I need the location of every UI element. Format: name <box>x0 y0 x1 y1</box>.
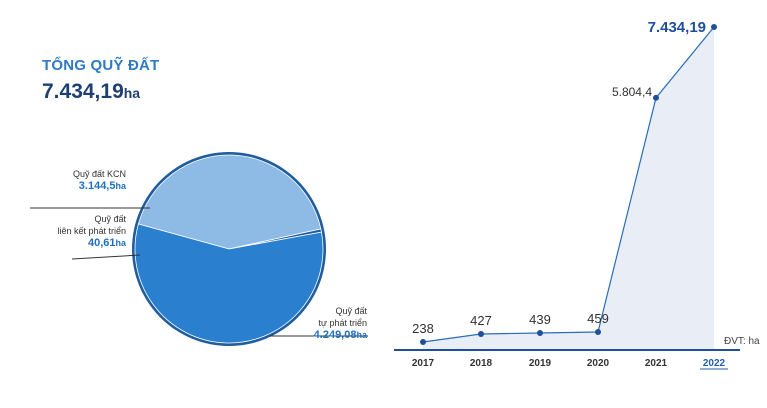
pie-label-value-unit: ha <box>115 238 126 248</box>
pie-leader-line-1 <box>71 254 141 260</box>
pie-label-name-line: Quỹ đất <box>94 214 126 224</box>
x-tick-2021: 2021 <box>645 358 668 369</box>
data-label-2020: 459 <box>587 311 609 326</box>
pie-label-value: 4.249,08ha <box>314 329 367 341</box>
pie-label-value-number: 40,61 <box>87 237 116 249</box>
total-number: 7.434,19 <box>42 80 124 103</box>
data-label-2018: 427 <box>470 313 492 328</box>
data-point-2021 <box>653 94 659 101</box>
total-value: 7.434,19ha <box>42 80 140 104</box>
data-label-2017: 238 <box>412 321 434 336</box>
pie-slice-2 <box>134 223 324 344</box>
x-tick-2017: 2017 <box>412 358 435 369</box>
pie-label-2: Quỹ đất tự phát triển 4.249,08ha <box>314 305 367 341</box>
pie-label-value-number: 4.249,08 <box>313 329 357 341</box>
x-tick-2020: 2020 <box>587 358 610 369</box>
pie-slice-0 <box>137 154 322 250</box>
total-unit: ha <box>123 85 141 101</box>
x-tick-2019: 2019 <box>529 358 552 369</box>
x-tick-2018: 2018 <box>470 358 493 369</box>
pie-label-name-line: liên kết phát triển <box>57 226 126 236</box>
data-point-2020 <box>595 329 601 335</box>
pie-label-value-unit: ha <box>356 330 367 340</box>
pie-label-name-line: Quỹ đất KCN <box>72 169 126 179</box>
chart-title: TỔNG QUỸ ĐẤT <box>42 57 160 74</box>
pie-label-value-unit: ha <box>115 181 126 191</box>
area-fill <box>423 27 714 350</box>
unit-note: ĐVT: ha <box>724 336 760 347</box>
data-point-2018 <box>478 331 484 337</box>
area-line <box>422 26 715 343</box>
data-point-2017 <box>420 339 426 345</box>
data-label-2019: 439 <box>529 312 551 327</box>
pie-label-0: Quỹ đất KCN 3.144,5ha <box>73 168 126 192</box>
pie-label-name-line: Quỹ đất <box>335 306 367 316</box>
x-tick-2022: 2022 <box>703 358 726 369</box>
data-label-2022: 7.434,19 <box>648 19 706 36</box>
pie-label-value: 3.144,5ha <box>73 180 126 192</box>
pie-label-1: Quỹ đất liên kết phát triển 40,61ha <box>57 213 126 249</box>
data-point-2019 <box>537 330 543 336</box>
data-point-2022 <box>711 24 717 30</box>
pie-label-value: 40,61ha <box>57 237 126 249</box>
pie-label-value-number: 3.144,5 <box>78 180 116 192</box>
pie-label-name-line: tự phát triển <box>318 318 367 328</box>
data-label-2021: 5.804,4 <box>612 85 652 99</box>
